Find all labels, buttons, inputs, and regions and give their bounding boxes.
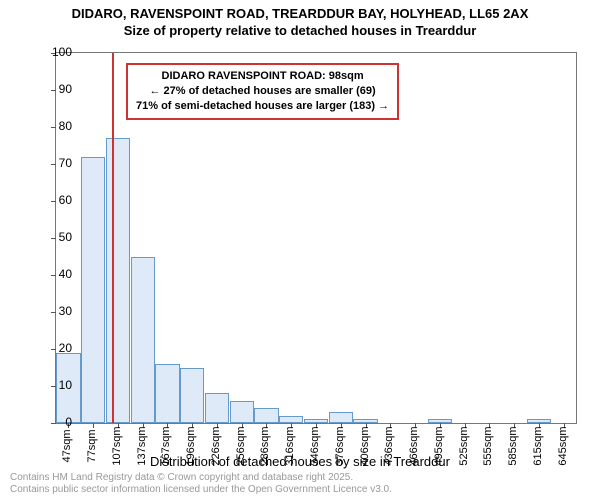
attribution: Contains HM Land Registry data © Crown c… <box>10 472 392 496</box>
histogram-bar <box>131 257 155 424</box>
x-tick-label: 555sqm <box>482 426 494 465</box>
y-tick <box>51 201 56 202</box>
y-tick-label: 60 <box>59 193 72 207</box>
attribution-line1: Contains HM Land Registry data © Crown c… <box>10 472 392 484</box>
x-tick-label: 316sqm <box>284 426 296 465</box>
y-tick-label: 20 <box>59 341 72 355</box>
chart-subtitle: Size of property relative to detached ho… <box>0 23 600 40</box>
x-tick-label: 226sqm <box>210 426 222 465</box>
x-tick-label: 436sqm <box>383 426 395 465</box>
attribution-line2: Contains public sector information licen… <box>10 484 392 496</box>
plot-area: DIDARO RAVENSPOINT ROAD: 98sqm← 27% of d… <box>55 52 577 424</box>
histogram-bar <box>106 138 130 423</box>
y-tick-label: 40 <box>59 267 72 281</box>
histogram-bar <box>180 368 204 424</box>
x-tick-label: 256sqm <box>235 426 247 465</box>
x-tick-label: 167sqm <box>160 426 172 465</box>
y-tick-label: 80 <box>59 119 72 133</box>
annotation-line: DIDARO RAVENSPOINT ROAD: 98sqm <box>136 69 389 84</box>
y-tick <box>51 127 56 128</box>
annotation-box: DIDARO RAVENSPOINT ROAD: 98sqm← 27% of d… <box>126 63 399 120</box>
y-tick-label: 30 <box>59 304 72 318</box>
y-tick <box>51 164 56 165</box>
y-tick-label: 10 <box>59 378 72 392</box>
y-tick-label: 0 <box>65 415 72 429</box>
x-tick-label: 406sqm <box>359 426 371 465</box>
y-tick <box>51 349 56 350</box>
reference-line <box>112 53 114 423</box>
chart-container: DIDARO, RAVENSPOINT ROAD, TREARDDUR BAY,… <box>0 0 600 500</box>
x-tick-label: 77sqm <box>86 429 98 462</box>
x-tick-label: 376sqm <box>334 426 346 465</box>
y-tick <box>51 275 56 276</box>
x-tick-label: 645sqm <box>557 426 569 465</box>
y-tick <box>51 312 56 313</box>
x-tick-label: 346sqm <box>309 426 321 465</box>
histogram-bar <box>329 412 353 423</box>
annotation-line: 71% of semi-detached houses are larger (… <box>136 99 389 114</box>
annotation-line: ← 27% of detached houses are smaller (69… <box>136 84 389 99</box>
y-tick-label: 70 <box>59 156 72 170</box>
y-tick-label: 50 <box>59 230 72 244</box>
x-tick-label: 137sqm <box>136 426 148 465</box>
x-tick-label: 286sqm <box>259 426 271 465</box>
x-tick <box>93 423 94 428</box>
x-tick-label: 615sqm <box>532 426 544 465</box>
histogram-bar <box>205 393 229 423</box>
x-tick-label: 525sqm <box>458 426 470 465</box>
histogram-bar <box>81 157 105 423</box>
histogram-bar <box>279 416 303 423</box>
x-tick-label: 196sqm <box>185 426 197 465</box>
y-tick <box>51 90 56 91</box>
y-tick-label: 90 <box>59 82 72 96</box>
x-tick-label: 585sqm <box>507 426 519 465</box>
chart-title: DIDARO, RAVENSPOINT ROAD, TREARDDUR BAY,… <box>0 0 600 23</box>
histogram-bar <box>155 364 179 423</box>
y-tick <box>51 423 56 424</box>
x-tick-label: 495sqm <box>433 426 445 465</box>
y-tick <box>51 238 56 239</box>
histogram-bar <box>230 401 254 423</box>
x-tick-label: 47sqm <box>61 429 73 462</box>
x-tick-label: 466sqm <box>408 426 420 465</box>
histogram-bar <box>254 408 278 423</box>
x-tick-label: 107sqm <box>111 426 123 465</box>
y-tick-label: 100 <box>52 45 72 59</box>
